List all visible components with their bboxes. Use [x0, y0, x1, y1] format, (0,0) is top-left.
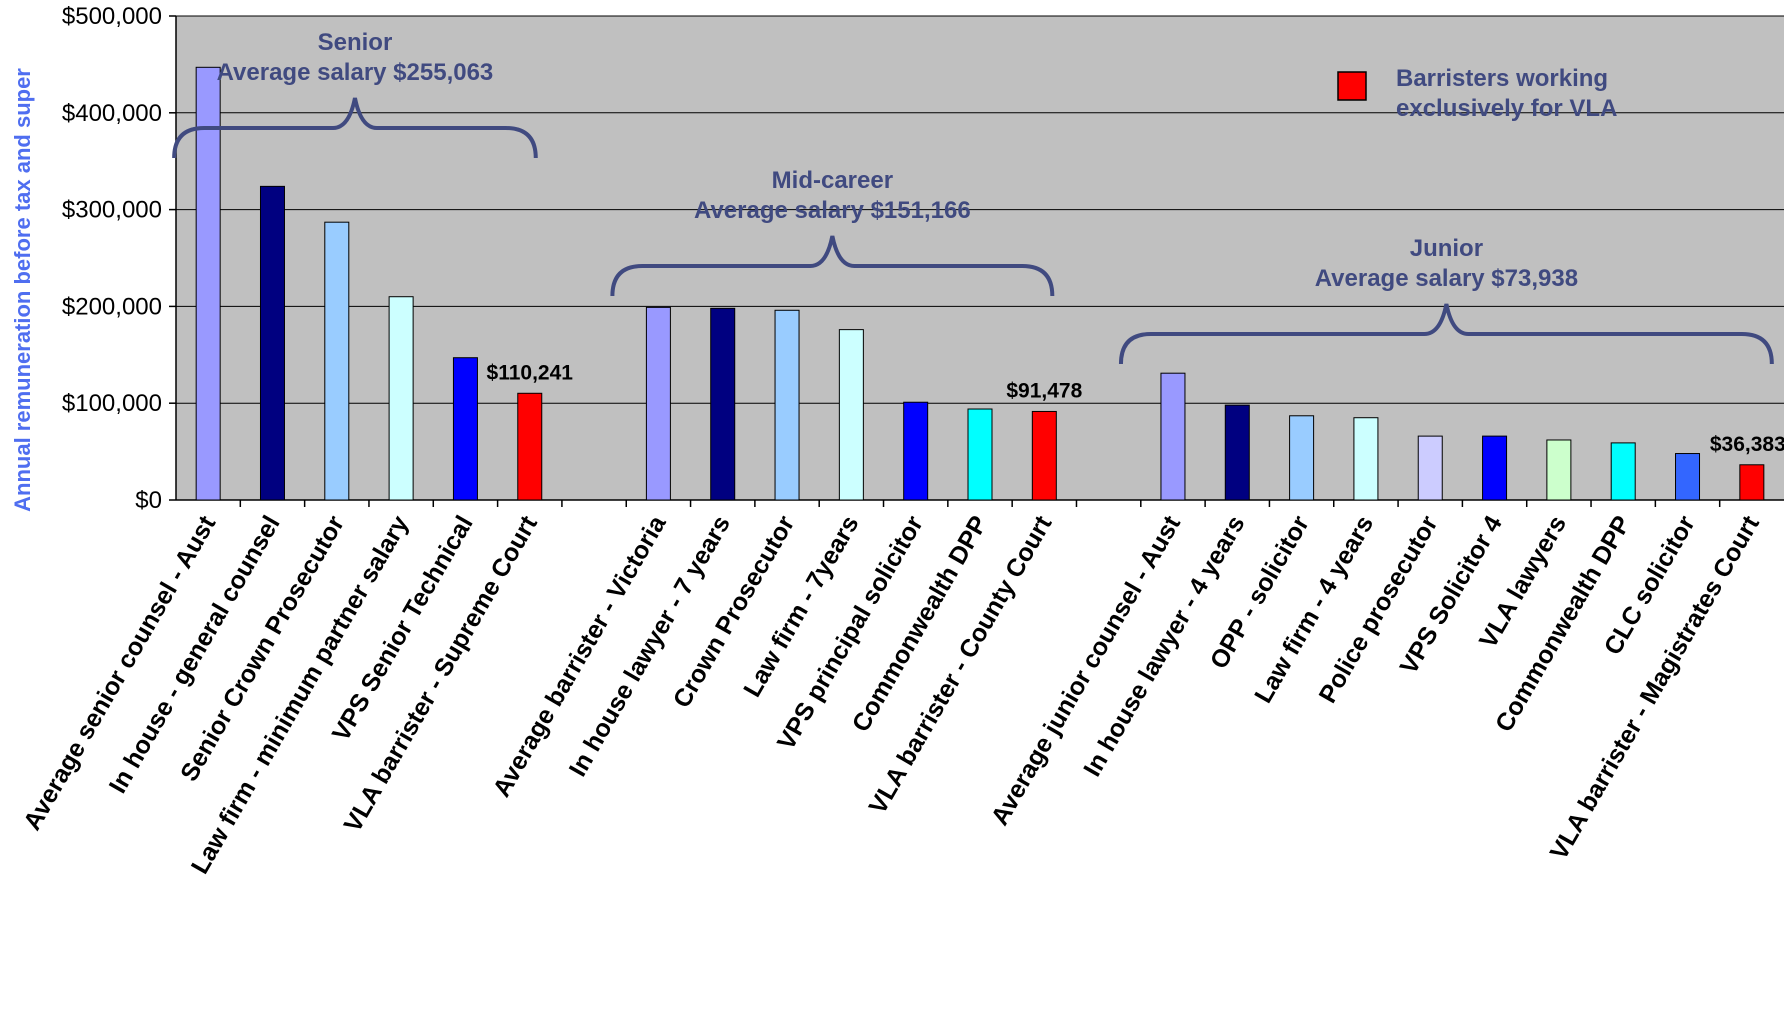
bar	[388, 296, 414, 501]
bar	[1289, 415, 1315, 501]
y-tick-label: $200,000	[62, 293, 162, 320]
y-tick-label: $400,000	[62, 100, 162, 127]
y-tick-label: $300,000	[62, 197, 162, 224]
bar	[195, 66, 221, 501]
bar	[1482, 435, 1508, 501]
y-tick-label: $100,000	[62, 390, 162, 417]
data-label: $91,478	[1006, 379, 1082, 402]
bar	[774, 309, 800, 501]
bar	[838, 329, 864, 501]
bar	[1417, 435, 1443, 501]
bar	[1546, 439, 1572, 501]
bars: $110,241 $91,478 $36,383	[195, 66, 1784, 507]
bar	[903, 401, 929, 501]
group-title: Senior	[318, 29, 393, 56]
bar	[1224, 404, 1250, 501]
bar	[1353, 417, 1379, 501]
data-label: $36,383	[1710, 433, 1784, 456]
bar	[1739, 464, 1765, 501]
gridlines	[176, 15, 1784, 404]
bar	[967, 408, 993, 501]
group-average-salary: Average salary $73,938	[1315, 265, 1578, 292]
data-label: $110,241	[487, 361, 574, 384]
group-brace	[172, 97, 538, 159]
bar	[1160, 372, 1186, 501]
y-axis-label: Annual remuneration before tax and super	[10, 68, 35, 512]
legend-label: exclusively for VLA	[1396, 95, 1617, 122]
group-brace	[1118, 303, 1774, 365]
group-braces: Senior Average salary $255,063 Mid-career A…	[172, 29, 1774, 365]
bar	[645, 306, 671, 501]
bar	[710, 307, 736, 501]
group-brace	[610, 235, 1055, 297]
x-tick-label: Police prosecutor	[1314, 511, 1444, 708]
bar	[1675, 453, 1701, 501]
x-tick-label: Law firm - 4 years	[1249, 511, 1379, 708]
bar	[1610, 442, 1636, 501]
legend: Barristers working exclusively for VLA	[1337, 65, 1617, 122]
bar	[517, 392, 543, 501]
group-title: Mid-career	[772, 167, 893, 194]
legend-swatch	[1337, 71, 1367, 101]
x-tick-label: Law firm - 7years	[738, 511, 864, 702]
group-title: Junior	[1410, 235, 1483, 262]
y-tick-label: $500,000	[62, 3, 162, 30]
legend-label: Barristers working	[1396, 65, 1608, 92]
bar	[324, 221, 350, 501]
x-tick-label: Crown Prosecutor	[668, 511, 801, 713]
bar	[452, 357, 478, 501]
bar	[1031, 410, 1057, 501]
group-average-salary: Average salary $151,166	[694, 197, 971, 224]
bar	[259, 185, 285, 501]
group-average-salary: Average salary $255,063	[217, 59, 494, 86]
y-tick-label: $0	[135, 487, 162, 514]
